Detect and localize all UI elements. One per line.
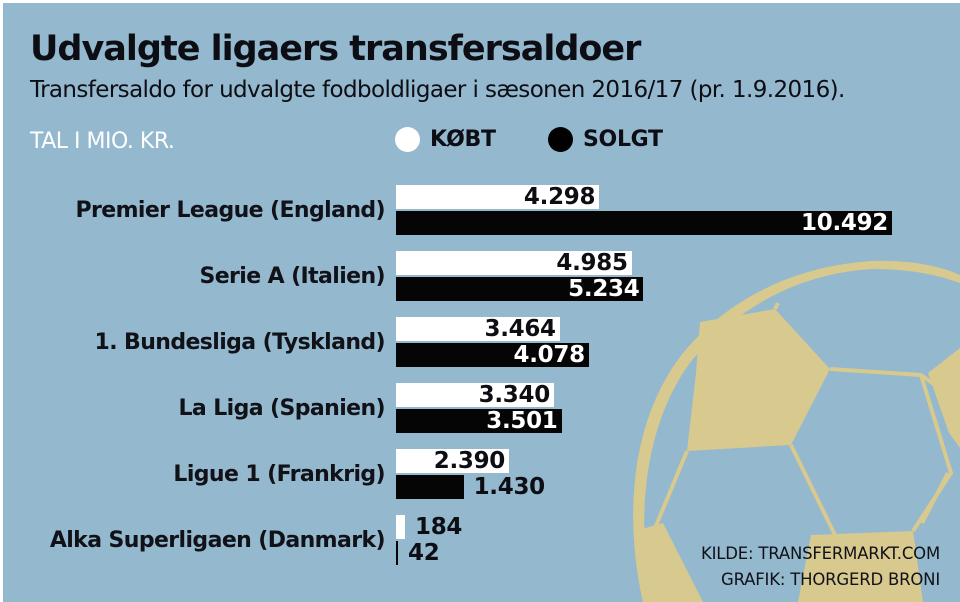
bar-sold [396, 211, 892, 235]
category-label: Ligue 1 (Frankrig) [173, 462, 385, 487]
data-label: 10.492 [801, 210, 888, 236]
bar-bought [396, 515, 405, 539]
ball-seam [789, 444, 837, 536]
category-label: Alka Superligaen (Danmark) [49, 528, 386, 553]
bar-bought [396, 185, 600, 209]
bar-bought [396, 449, 509, 473]
bar-sold [396, 541, 398, 565]
circle-dot-icon [548, 127, 573, 152]
category-label: Premier League (England) [75, 198, 385, 223]
data-label: 3.501 [486, 408, 558, 434]
data-label: 4.985 [556, 250, 628, 276]
data-label: 1.430 [473, 474, 546, 500]
data-label: 4.298 [523, 184, 596, 210]
bar-bought [396, 251, 632, 275]
data-label: 3.464 [484, 316, 557, 342]
category-label: 1. Bundesliga (Tyskland) [94, 330, 386, 355]
data-label: 5.234 [568, 276, 640, 302]
bar-sold [396, 475, 464, 499]
category-label: Serie A (Italien) [199, 264, 385, 289]
graphic-credit: GRAFIK: THORGERD BRONI [721, 570, 940, 589]
data-label: 2.390 [433, 448, 506, 474]
circle-dot-icon [395, 127, 420, 152]
data-label: 3.340 [478, 382, 551, 408]
category-label: La Liga (Spanien) [178, 396, 386, 421]
ball-panel [635, 523, 703, 602]
bar-bought [396, 383, 554, 407]
ball-seam [920, 472, 950, 524]
chart-subtitle: Transfersaldo for udvalgte fodboldligaer… [30, 77, 845, 103]
ball-panel [687, 309, 830, 451]
legend-item-sold: SOLGT [548, 127, 663, 152]
legend-label: KØBT [430, 127, 496, 152]
ball-panel [928, 348, 960, 448]
legend-label: SOLGT [583, 127, 663, 152]
data-label: 42 [408, 540, 440, 566]
unit-label: TAL I MIO. KR. [30, 129, 175, 154]
data-label: 184 [415, 514, 463, 540]
chart-title: Udvalgte ligaers transfersaldoer [30, 29, 641, 69]
bar-sold [396, 409, 562, 433]
ball-seam [773, 302, 780, 310]
chart-canvas: Udvalgte ligaers transfersaldoer Transfe… [3, 3, 960, 602]
data-label: 4.078 [513, 342, 586, 368]
source-credit: KILDE: TRANSFERMARKT.COM [700, 544, 940, 563]
football-decoration [633, 260, 960, 602]
ball-panel [798, 531, 923, 602]
credits: KILDE: TRANSFERMARKT.COM GRAFIK: THORGER… [701, 541, 940, 593]
bar-bought [396, 317, 560, 341]
legend-item-bought: KØBT [395, 127, 496, 152]
bar-sold [396, 277, 644, 301]
ball-seam [651, 450, 689, 534]
bar-sold [396, 343, 589, 367]
